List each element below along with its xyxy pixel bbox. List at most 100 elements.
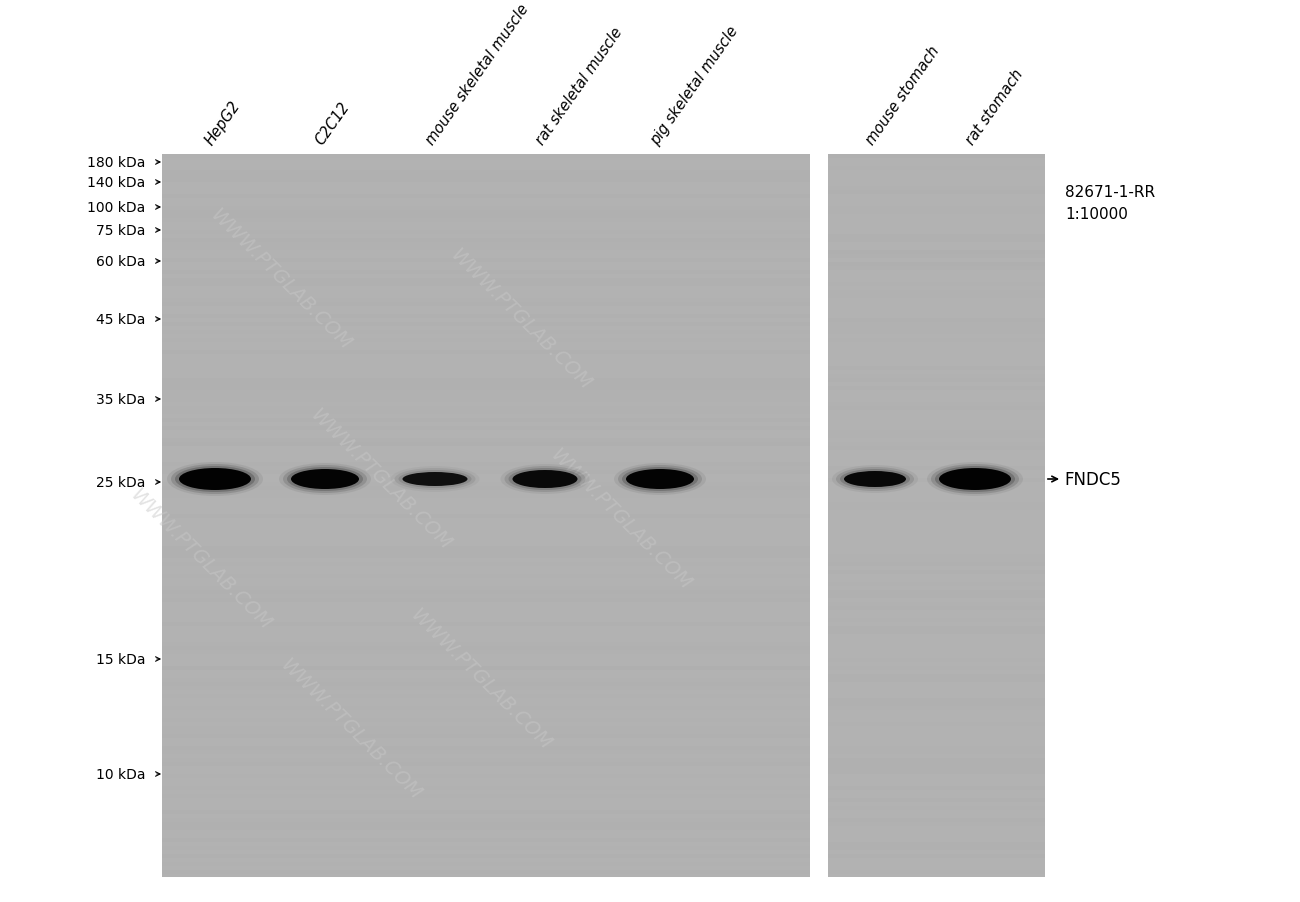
Bar bbox=[162, 438, 810, 443]
Text: 75 kDa: 75 kDa bbox=[96, 224, 146, 238]
Bar bbox=[828, 299, 1045, 303]
Bar bbox=[828, 606, 1045, 611]
Bar bbox=[828, 838, 1045, 842]
Bar bbox=[162, 598, 810, 603]
Text: 10 kDa: 10 kDa bbox=[95, 767, 146, 781]
Bar bbox=[162, 654, 810, 658]
Bar bbox=[162, 570, 810, 575]
Ellipse shape bbox=[621, 467, 698, 492]
Bar bbox=[828, 179, 1045, 183]
Bar bbox=[828, 379, 1045, 382]
Bar bbox=[828, 295, 1045, 299]
Bar bbox=[162, 874, 810, 878]
Ellipse shape bbox=[504, 466, 585, 492]
Bar bbox=[162, 770, 810, 774]
Bar bbox=[828, 478, 1045, 483]
Bar bbox=[828, 275, 1045, 279]
Bar bbox=[828, 818, 1045, 822]
Bar bbox=[828, 583, 1045, 586]
Bar bbox=[162, 618, 810, 622]
Bar bbox=[828, 251, 1045, 254]
Bar bbox=[828, 746, 1045, 750]
Bar bbox=[828, 590, 1045, 594]
Text: 180 kDa: 180 kDa bbox=[87, 156, 146, 170]
Bar bbox=[828, 499, 1045, 502]
Bar bbox=[828, 586, 1045, 590]
Bar bbox=[828, 402, 1045, 407]
Text: 45 kDa: 45 kDa bbox=[96, 313, 146, 327]
Ellipse shape bbox=[166, 463, 263, 496]
Bar bbox=[828, 858, 1045, 862]
Bar bbox=[162, 866, 810, 870]
Bar bbox=[828, 874, 1045, 878]
Bar bbox=[828, 170, 1045, 175]
Bar bbox=[162, 207, 810, 211]
Bar bbox=[162, 583, 810, 586]
Bar bbox=[828, 787, 1045, 790]
Bar bbox=[828, 538, 1045, 542]
Bar bbox=[162, 155, 810, 159]
Bar bbox=[828, 195, 1045, 198]
Bar bbox=[162, 435, 810, 438]
Bar bbox=[162, 430, 810, 435]
Bar bbox=[828, 658, 1045, 662]
Bar bbox=[162, 275, 810, 279]
Bar bbox=[828, 798, 1045, 802]
Bar bbox=[828, 259, 1045, 262]
Bar bbox=[828, 555, 1045, 558]
Bar bbox=[828, 834, 1045, 838]
Bar bbox=[162, 195, 810, 198]
Bar bbox=[162, 323, 810, 327]
Ellipse shape bbox=[176, 466, 255, 492]
Text: WWW.PTGLAB.COM: WWW.PTGLAB.COM bbox=[205, 206, 354, 354]
Bar bbox=[828, 167, 1045, 170]
Bar bbox=[162, 359, 810, 363]
Bar bbox=[162, 163, 810, 167]
Bar bbox=[828, 474, 1045, 478]
Bar bbox=[828, 366, 1045, 371]
Bar bbox=[162, 714, 810, 718]
Bar bbox=[828, 371, 1045, 374]
Bar bbox=[162, 338, 810, 343]
Text: pig skeletal muscle: pig skeletal muscle bbox=[647, 23, 741, 148]
Bar bbox=[828, 754, 1045, 759]
Bar bbox=[162, 299, 810, 303]
Bar bbox=[162, 634, 810, 639]
Bar bbox=[828, 675, 1045, 678]
Bar bbox=[828, 806, 1045, 810]
Bar bbox=[828, 562, 1045, 566]
Bar bbox=[828, 155, 1045, 877]
Bar bbox=[828, 422, 1045, 427]
Bar bbox=[162, 327, 810, 331]
Ellipse shape bbox=[394, 468, 476, 491]
Bar bbox=[828, 703, 1045, 706]
Bar bbox=[828, 766, 1045, 770]
Bar bbox=[162, 446, 810, 450]
Bar bbox=[162, 239, 810, 243]
Bar bbox=[162, 478, 810, 483]
Bar bbox=[162, 658, 810, 662]
Bar bbox=[828, 598, 1045, 603]
Bar bbox=[162, 642, 810, 647]
Bar bbox=[162, 542, 810, 547]
Bar bbox=[162, 639, 810, 642]
Bar bbox=[162, 575, 810, 578]
Bar bbox=[162, 667, 810, 670]
Bar bbox=[162, 466, 810, 471]
Bar bbox=[162, 170, 810, 175]
Text: WWW.PTGLAB.COM: WWW.PTGLAB.COM bbox=[306, 405, 454, 554]
Bar bbox=[162, 443, 810, 446]
Bar bbox=[162, 315, 810, 318]
Ellipse shape bbox=[283, 465, 367, 493]
Bar bbox=[162, 862, 810, 866]
Bar bbox=[828, 662, 1045, 667]
Bar bbox=[828, 854, 1045, 858]
Bar bbox=[828, 695, 1045, 698]
Bar bbox=[162, 731, 810, 734]
Text: WWW.PTGLAB.COM: WWW.PTGLAB.COM bbox=[446, 245, 594, 394]
Bar bbox=[162, 215, 810, 219]
Bar bbox=[162, 522, 810, 527]
Bar bbox=[162, 706, 810, 710]
Text: mouse stomach: mouse stomach bbox=[863, 44, 942, 148]
Bar bbox=[162, 310, 810, 315]
